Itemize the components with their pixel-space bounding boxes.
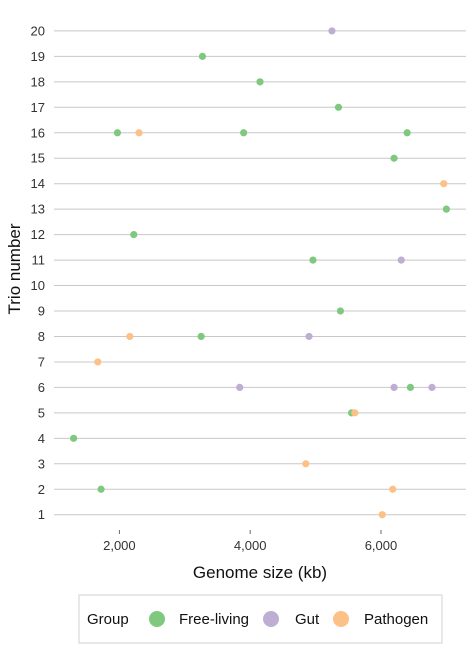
legend-box [78, 594, 443, 644]
point-gut [397, 256, 405, 264]
y-tick-label: 10 [31, 278, 45, 293]
y-tick-label: 20 [31, 23, 45, 38]
point-gut [390, 383, 398, 392]
legend-title: Group [87, 611, 129, 628]
y-tick-label: 3 [38, 456, 45, 471]
legend-label-pathogen: Pathogen [364, 611, 428, 628]
legend-key-pathogen [333, 611, 349, 627]
x-tick-label: 2,000 [103, 538, 136, 553]
plot-panel [54, 8, 466, 530]
point-free-living [256, 78, 264, 86]
point-pathogen [378, 511, 386, 519]
point-gut [236, 383, 244, 392]
point-free-living [406, 383, 415, 392]
legend-key-free-living [149, 611, 165, 627]
point-free-living [334, 103, 343, 111]
point-free-living [113, 129, 122, 137]
legend-label-free-living: Free-living [179, 611, 249, 628]
y-tick-label: 17 [31, 100, 45, 115]
legend: Group Free-living Gut Pathogen [78, 594, 443, 644]
x-tick-labels: 2,000 4,000 6,000 [103, 530, 397, 553]
y-tick-label: 15 [31, 151, 45, 166]
point-free-living [336, 307, 345, 315]
point-gut [428, 383, 436, 392]
point-pathogen [351, 409, 359, 417]
y-axis-title: Trio number [5, 223, 24, 314]
y-tick-label: 5 [38, 405, 45, 420]
point-pathogen [440, 180, 448, 188]
point-pathogen [135, 129, 143, 137]
y-tick-label: 7 [38, 354, 45, 369]
point-free-living [309, 256, 317, 264]
y-tick-label: 2 [38, 482, 45, 497]
y-tick-label: 16 [31, 125, 45, 140]
y-tick-label: 1 [38, 507, 45, 522]
point-pathogen [302, 460, 310, 468]
data-points [70, 27, 450, 519]
x-tick-label: 6,000 [365, 538, 398, 553]
point-pathogen [389, 485, 397, 493]
x-tick-label: 4,000 [234, 538, 267, 553]
y-tick-label: 4 [38, 431, 45, 446]
y-tick-label: 14 [31, 176, 45, 191]
y-tick-label: 18 [31, 74, 45, 89]
y-tick-label: 13 [31, 202, 45, 217]
point-free-living [130, 231, 138, 239]
point-free-living [403, 129, 411, 137]
x-axis-title: Genome size (kb) [193, 563, 327, 582]
point-free-living [390, 154, 398, 162]
point-free-living [97, 485, 105, 493]
legend-key-gut [263, 611, 279, 627]
legend-label-gut: Gut [295, 611, 320, 628]
point-free-living [197, 332, 205, 341]
y-tick-label: 9 [38, 304, 45, 319]
point-gut [328, 27, 336, 35]
y-tick-label: 8 [38, 329, 45, 344]
point-gut [305, 332, 313, 341]
point-pathogen [94, 358, 102, 366]
point-free-living [240, 129, 248, 137]
point-pathogen [126, 332, 134, 341]
point-free-living [442, 205, 450, 213]
y-tick-label: 12 [31, 227, 45, 242]
point-free-living [198, 52, 207, 60]
y-tick-label: 11 [32, 253, 46, 268]
y-tick-label: 19 [31, 49, 45, 64]
point-free-living [70, 434, 78, 442]
y-tick-label: 6 [38, 380, 45, 395]
